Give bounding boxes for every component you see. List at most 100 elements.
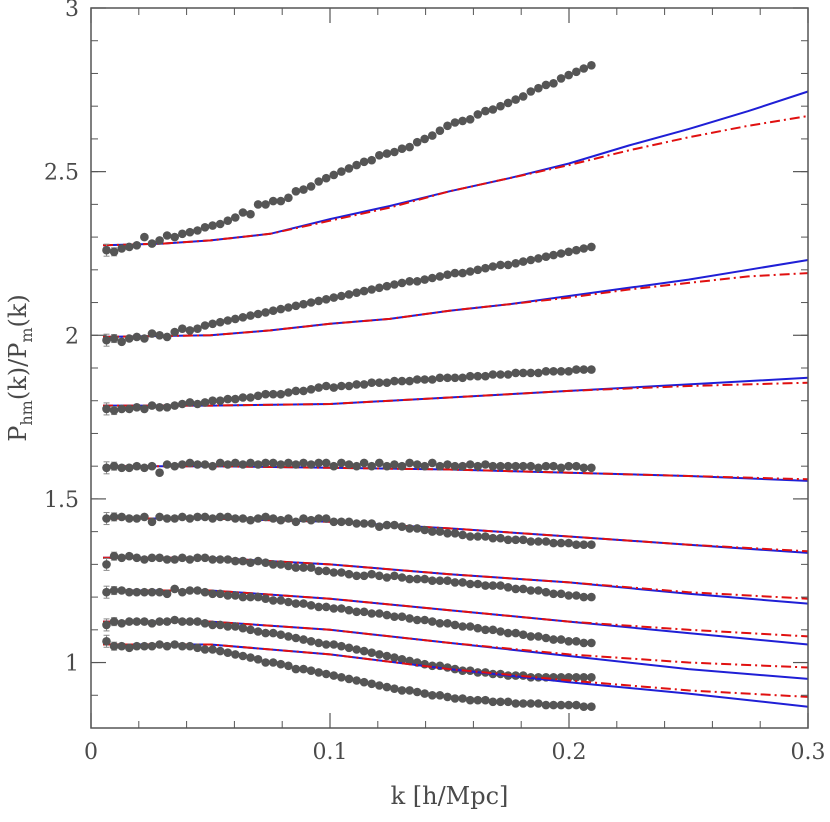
data-point [140,512,149,522]
data-point [337,604,346,613]
data-point [284,388,293,397]
data-point [420,574,430,584]
data-point [420,615,430,625]
data-point [193,643,202,653]
x-tick-label: 0.3 [791,740,826,765]
data-point [253,655,263,664]
data-point [412,277,422,286]
data-point [473,532,483,541]
data-point [556,700,566,710]
data-point [465,532,475,541]
data-point [329,568,339,577]
data-point [268,458,278,468]
data-point [435,126,445,135]
data-point [465,267,475,276]
data-point [102,245,111,255]
data-point [117,641,126,651]
data-point [352,571,361,581]
data-point [200,512,210,522]
data-point [147,619,157,628]
data-point [579,592,589,602]
data-point [231,556,240,566]
data-point [541,252,551,261]
data-point [390,280,399,289]
data-point [526,537,536,546]
data-point [215,219,225,229]
data-point [359,519,369,528]
data-point [109,512,119,522]
data-point [162,555,172,564]
data-point [132,514,142,523]
data-point [102,335,111,345]
data-point [132,241,142,250]
data-point [511,699,520,708]
data-point [238,651,248,661]
data-point [549,250,558,260]
data-point [102,637,111,646]
dashdot-line [103,643,809,698]
data-point [329,671,339,680]
data-point [435,619,445,628]
data-point [321,640,331,649]
data-point [344,164,354,173]
data-point [125,643,134,653]
data-point [344,381,354,391]
data-point [511,628,520,638]
data-point [299,299,308,309]
data-point [458,530,467,540]
data-point [511,584,520,594]
data-point [208,221,217,230]
data-point [587,540,596,549]
y-tick-label: 1 [65,652,79,677]
data-point [299,635,308,644]
data-point [352,461,361,471]
data-point [109,406,119,415]
data-point [109,617,119,626]
data-point [162,403,172,412]
data-point [140,641,149,651]
data-point [496,101,505,111]
data-point [261,658,270,667]
data-point [405,524,414,533]
data-point [488,581,498,590]
data-point [321,295,331,304]
data-point [291,563,301,572]
data-point [412,687,422,697]
data-point [193,553,202,563]
y-axis-title: Phm(k)/Pm(k) [4,294,36,442]
data-point [375,458,384,468]
data-point [268,196,278,206]
data-point [246,592,255,602]
data-point [428,527,437,536]
data-point [329,604,339,613]
data-point [284,561,293,571]
data-point [518,92,528,101]
data-point [223,460,233,469]
data-point [178,553,187,563]
data-point [306,460,316,469]
data-point [162,641,172,651]
data-point [246,515,255,525]
data-point [200,223,210,232]
data-point [428,273,437,283]
data-point [140,617,149,626]
data-point [390,612,399,621]
data-point [405,142,414,152]
data-point [231,591,240,600]
data-point [587,702,596,711]
data-point [465,695,475,705]
data-point [193,617,202,626]
data-point [488,533,498,543]
data-point [215,646,225,656]
data-point [215,512,225,522]
data-point [261,628,270,638]
data-point [572,245,581,255]
data-point [526,586,536,595]
data-point [223,216,233,225]
data-point [443,121,452,131]
data-point [170,461,179,471]
data-point [352,519,361,528]
data-point [397,655,407,664]
data-point [125,514,134,523]
data-point [125,242,134,252]
